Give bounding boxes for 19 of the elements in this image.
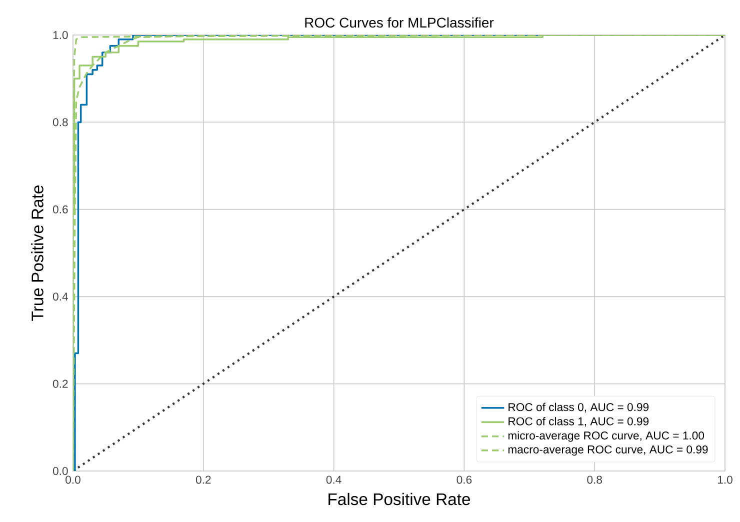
y-tick-label: 0.2 — [52, 380, 68, 388]
y-tick-label: 1.0 — [53, 30, 68, 40]
y-tick-label: 0.0 — [52, 466, 68, 476]
legend-label: ROC of class 1, AUC = 0.99 — [508, 417, 649, 427]
x-tick-label: 0.0 — [66, 476, 80, 484]
legend-label: micro-average ROC curve, AUC = 1.00 — [508, 431, 704, 442]
legend-label: macro-average ROC curve, AUC = 0.99 — [508, 445, 708, 456]
y-tick-label: 0.6 — [52, 205, 68, 214]
chart-title: ROC Curves for MLPClassifier — [305, 17, 494, 28]
x-tick-label: 0.2 — [196, 476, 211, 484]
legend-label: ROC of class 0, AUC = 0.99 — [508, 402, 649, 412]
y-tick-label: 0.8 — [52, 118, 68, 126]
y-axis-title: True Positive Rate — [31, 186, 44, 321]
x-axis-title: False Positive Rate — [328, 492, 470, 506]
y-tick-label: 0.4 — [52, 292, 68, 301]
x-tick-label: 0.6 — [456, 476, 472, 484]
x-tick-label: 0.8 — [587, 476, 602, 484]
x-tick-label: 0.4 — [326, 476, 342, 484]
x-tick-label: 1.0 — [718, 476, 732, 484]
